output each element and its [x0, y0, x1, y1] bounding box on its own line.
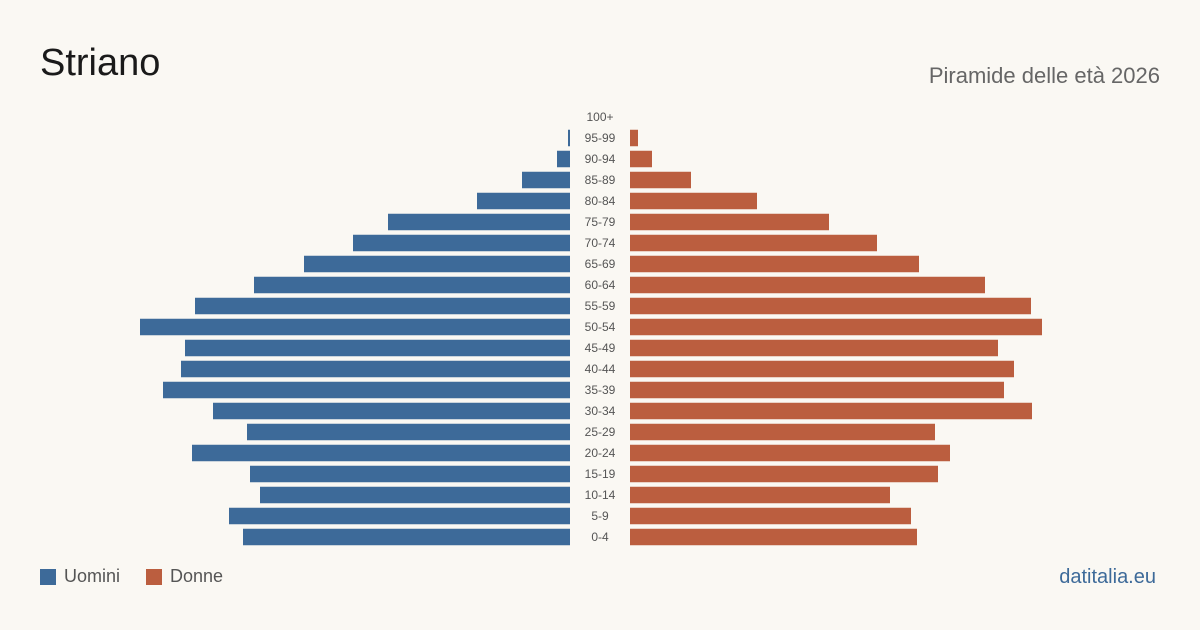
legend: Uomini Donne [40, 566, 249, 587]
age-label-5-9: 5-9 [591, 509, 609, 523]
bar-women-70-74 [630, 234, 877, 252]
bar-men-55-59 [195, 297, 570, 315]
bar-men-95-99 [568, 129, 570, 147]
bar-men-20-24 [192, 444, 570, 462]
bar-women-95-99 [630, 129, 638, 147]
age-label-80-84: 80-84 [585, 194, 616, 208]
age-label-20-24: 20-24 [585, 446, 616, 460]
bar-men-40-44 [181, 360, 570, 378]
bar-men-10-14 [260, 486, 570, 504]
age-label-25-29: 25-29 [585, 425, 616, 439]
age-label-50-54: 50-54 [585, 320, 616, 334]
age-label-15-19: 15-19 [585, 467, 616, 481]
age-label-0-4: 0-4 [591, 530, 609, 544]
age-label-40-44: 40-44 [585, 362, 616, 376]
bar-women-80-84 [630, 192, 757, 210]
age-label-55-59: 55-59 [585, 299, 616, 313]
legend-swatch-men [40, 568, 56, 585]
bar-men-60-64 [254, 276, 570, 294]
bar-women-20-24 [630, 444, 950, 462]
bar-men-80-84 [477, 192, 570, 210]
bar-men-15-19 [250, 465, 570, 483]
age-label-45-49: 45-49 [585, 341, 616, 355]
bar-women-0-4 [630, 528, 917, 546]
age-label-60-64: 60-64 [585, 278, 616, 292]
bar-women-85-89 [630, 171, 691, 189]
legend-item-men: Uomini [40, 566, 120, 587]
bar-women-60-64 [630, 276, 985, 294]
age-label-35-39: 35-39 [585, 383, 616, 397]
age-label-90-94: 90-94 [585, 152, 616, 166]
bar-women-90-94 [630, 150, 652, 168]
age-label-100+: 100+ [586, 110, 613, 124]
bar-men-65-69 [304, 255, 570, 273]
bar-women-25-29 [630, 423, 935, 441]
bar-men-30-34 [213, 402, 570, 420]
bar-women-75-79 [630, 213, 829, 231]
bar-women-15-19 [630, 465, 938, 483]
site-link[interactable]: datitalia.eu [1059, 566, 1156, 588]
bar-women-55-59 [630, 297, 1031, 315]
legend-item-women: Donne [146, 566, 223, 587]
bar-women-30-34 [630, 402, 1032, 420]
age-label-65-69: 65-69 [585, 257, 616, 271]
legend-swatch-women [146, 568, 163, 585]
bar-men-5-9 [229, 507, 570, 525]
bar-men-35-39 [163, 381, 570, 399]
bar-men-50-54 [140, 318, 570, 336]
bar-women-10-14 [630, 486, 890, 504]
bar-women-65-69 [630, 255, 919, 273]
bar-women-40-44 [630, 360, 1014, 378]
bar-women-45-49 [630, 339, 998, 357]
bar-men-75-79 [388, 213, 570, 231]
age-label-70-74: 70-74 [585, 236, 616, 250]
bar-men-45-49 [185, 339, 570, 357]
chart-subtitle: Piramide delle età 2026 [928, 63, 1160, 88]
bar-women-35-39 [630, 381, 1004, 399]
bar-men-70-74 [353, 234, 570, 252]
legend-label-women: Donne [170, 566, 224, 586]
bar-men-90-94 [557, 150, 570, 168]
bar-men-25-29 [247, 423, 570, 441]
legend-label-men: Uomini [64, 566, 121, 586]
page-title: Striano [40, 42, 161, 84]
bar-women-50-54 [630, 318, 1042, 336]
age-label-10-14: 10-14 [585, 488, 616, 502]
age-label-30-34: 30-34 [585, 404, 616, 418]
age-label-95-99: 95-99 [585, 131, 616, 145]
age-label-85-89: 85-89 [585, 173, 616, 187]
bar-men-0-4 [243, 528, 570, 546]
age-label-75-79: 75-79 [585, 215, 616, 229]
bar-men-85-89 [522, 171, 570, 189]
bar-women-5-9 [630, 507, 911, 525]
